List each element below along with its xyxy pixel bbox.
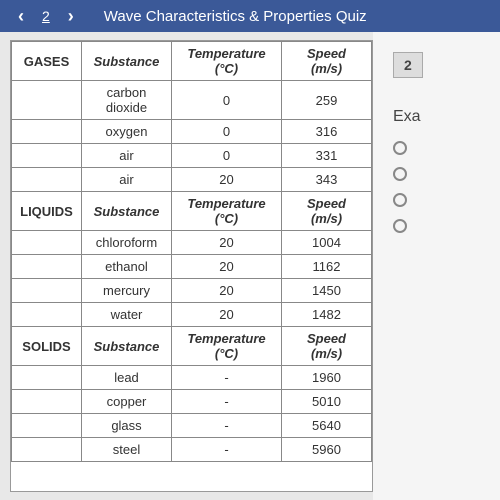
temperature-cell: 0	[172, 144, 282, 168]
category-cell	[12, 438, 82, 462]
substance-cell: ethanol	[82, 255, 172, 279]
substance-cell: chloroform	[82, 231, 172, 255]
temperature-cell: 0	[172, 81, 282, 120]
temperature-cell: -	[172, 366, 282, 390]
section-header-row: GASESSubstanceTemperature(°C)Speed(m/s)	[12, 42, 372, 81]
table-row: ethanol201162	[12, 255, 372, 279]
quiz-title: Wave Characteristics & Properties Quiz	[104, 8, 367, 25]
speed-header: Speed(m/s)	[282, 327, 372, 366]
temperature-header: Temperature(°C)	[172, 192, 282, 231]
prev-arrow-icon[interactable]: ‹	[8, 6, 34, 27]
temperature-header: Temperature(°C)	[172, 42, 282, 81]
page-indicator[interactable]: 2	[34, 8, 58, 24]
speed-cell: 1482	[282, 303, 372, 327]
temperature-cell: -	[172, 390, 282, 414]
temperature-cell: 20	[172, 255, 282, 279]
category-cell	[12, 231, 82, 255]
temperature-cell: 20	[172, 279, 282, 303]
answer-option-radio[interactable]	[393, 167, 407, 181]
category-cell	[12, 366, 82, 390]
substance-cell: carbon dioxide	[82, 81, 172, 120]
table-row: lead-1960	[12, 366, 372, 390]
table-row: steel-5960	[12, 438, 372, 462]
category-cell	[12, 303, 82, 327]
temperature-cell: -	[172, 438, 282, 462]
question-text: Exa	[393, 108, 500, 126]
speed-cell: 343	[282, 168, 372, 192]
substance-cell: lead	[82, 366, 172, 390]
speed-header: Speed(m/s)	[282, 192, 372, 231]
speed-cell: 259	[282, 81, 372, 120]
substance-cell: copper	[82, 390, 172, 414]
category-cell	[12, 120, 82, 144]
substance-header: Substance	[82, 42, 172, 81]
section-header-row: SOLIDSSubstanceTemperature(°C)Speed(m/s)	[12, 327, 372, 366]
next-arrow-icon[interactable]: ›	[58, 6, 84, 27]
category-cell	[12, 144, 82, 168]
temperature-cell: 0	[172, 120, 282, 144]
temperature-cell: 20	[172, 231, 282, 255]
table-row: mercury201450	[12, 279, 372, 303]
table-row: glass-5640	[12, 414, 372, 438]
category-cell	[12, 390, 82, 414]
table-row: copper-5010	[12, 390, 372, 414]
substance-cell: steel	[82, 438, 172, 462]
speed-of-sound-table: GASESSubstanceTemperature(°C)Speed(m/s)c…	[11, 41, 372, 462]
substance-cell: oxygen	[82, 120, 172, 144]
section-header-row: LIQUIDSSubstanceTemperature(°C)Speed(m/s…	[12, 192, 372, 231]
temperature-header: Temperature(°C)	[172, 327, 282, 366]
speed-header: Speed(m/s)	[282, 42, 372, 81]
table-row: carbon dioxide0259	[12, 81, 372, 120]
content-area: GASESSubstanceTemperature(°C)Speed(m/s)c…	[0, 32, 500, 500]
table-row: air20343	[12, 168, 372, 192]
table-row: water201482	[12, 303, 372, 327]
category-cell	[12, 255, 82, 279]
category-cell	[12, 81, 82, 120]
speed-cell: 1960	[282, 366, 372, 390]
category-cell	[12, 414, 82, 438]
category-cell	[12, 279, 82, 303]
substance-cell: air	[82, 168, 172, 192]
substance-header: Substance	[82, 327, 172, 366]
quiz-header: ‹ 2 › Wave Characteristics & Properties …	[0, 0, 500, 32]
speed-cell: 5640	[282, 414, 372, 438]
substance-cell: air	[82, 144, 172, 168]
speed-cell: 1162	[282, 255, 372, 279]
substance-cell: water	[82, 303, 172, 327]
table-row: oxygen0316	[12, 120, 372, 144]
category-header: GASES	[12, 42, 82, 81]
speed-cell: 331	[282, 144, 372, 168]
category-cell	[12, 168, 82, 192]
category-header: SOLIDS	[12, 327, 82, 366]
table-row: chloroform201004	[12, 231, 372, 255]
speed-cell: 1450	[282, 279, 372, 303]
table-row: air0331	[12, 144, 372, 168]
substance-cell: glass	[82, 414, 172, 438]
speed-cell: 316	[282, 120, 372, 144]
speed-cell: 5960	[282, 438, 372, 462]
category-header: LIQUIDS	[12, 192, 82, 231]
answer-option-radio[interactable]	[393, 219, 407, 233]
temperature-cell: -	[172, 414, 282, 438]
speed-cell: 1004	[282, 231, 372, 255]
temperature-cell: 20	[172, 303, 282, 327]
question-panel: 2 Exa	[373, 32, 500, 500]
substance-header: Substance	[82, 192, 172, 231]
temperature-cell: 20	[172, 168, 282, 192]
answer-option-radio[interactable]	[393, 141, 407, 155]
answer-option-radio[interactable]	[393, 193, 407, 207]
speed-cell: 5010	[282, 390, 372, 414]
question-number-badge: 2	[393, 52, 423, 78]
data-table-container: GASESSubstanceTemperature(°C)Speed(m/s)c…	[10, 40, 373, 492]
substance-cell: mercury	[82, 279, 172, 303]
